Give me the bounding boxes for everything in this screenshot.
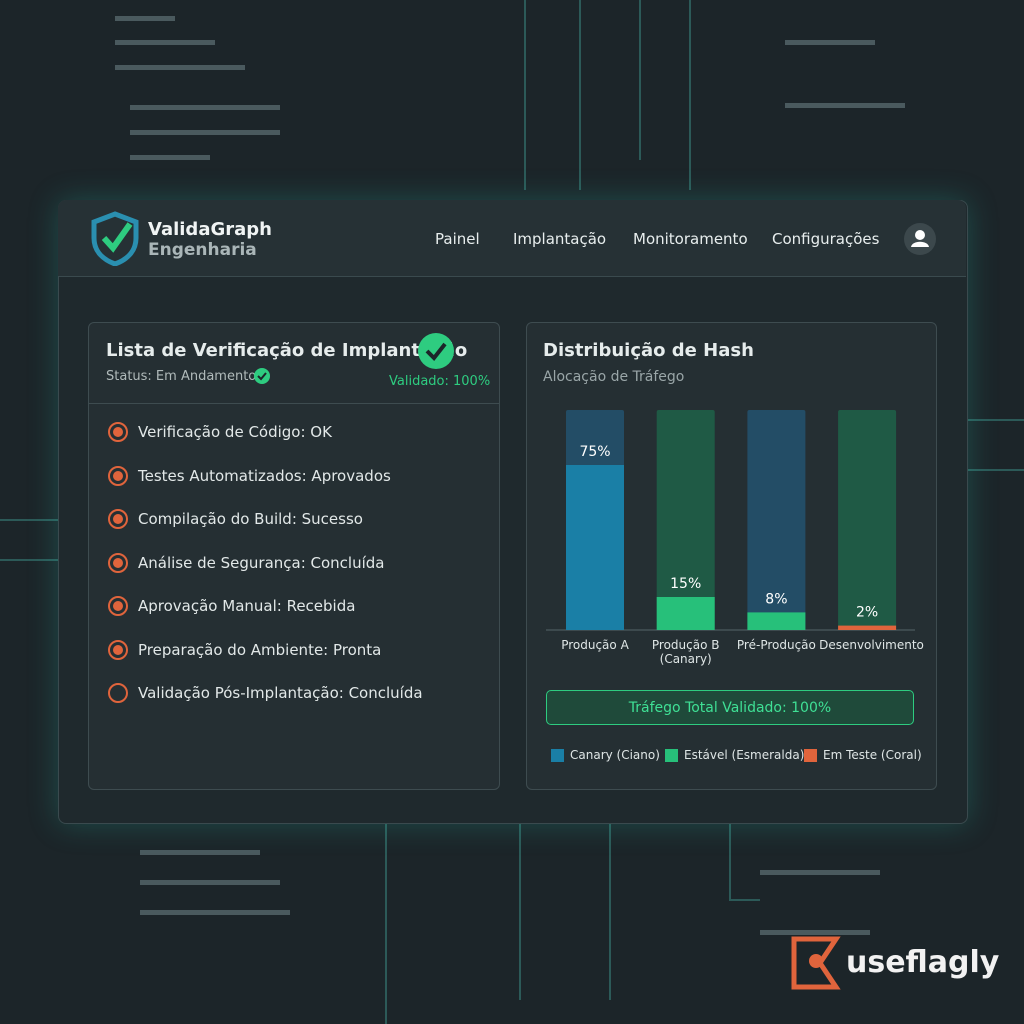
validated-check bbox=[418, 333, 454, 369]
check-dot bbox=[108, 465, 128, 486]
chart-subtitle: Alocação de Tráfego bbox=[543, 369, 685, 385]
check-item: Preparação do Ambiente: Pronta bbox=[138, 640, 382, 659]
legend-swatch bbox=[551, 748, 564, 762]
check-item: Testes Automatizados: Aprovados bbox=[138, 466, 391, 485]
check-dot bbox=[108, 596, 128, 616]
brand: ValidaGraph bbox=[148, 219, 272, 240]
watermark: useflagly bbox=[846, 945, 1000, 980]
legend-label: Canary (Ciano) bbox=[570, 748, 660, 762]
validated-label: Validado: 100% bbox=[389, 374, 491, 389]
watermark-logo bbox=[791, 936, 841, 990]
logo-icon bbox=[91, 211, 139, 266]
nav-link[interactable]: Painel bbox=[435, 230, 480, 248]
checklist-card bbox=[88, 322, 500, 790]
check-item: Análise de Segurança: Concluída bbox=[138, 553, 385, 572]
legend-label: Estável (Esmeralda) bbox=[684, 748, 805, 762]
nav-link[interactable]: Monitoramento bbox=[633, 230, 748, 248]
bar-track bbox=[838, 410, 897, 630]
value-label: 2% bbox=[856, 605, 878, 621]
bar bbox=[747, 612, 806, 630]
chart-title: Distribuição de Hash bbox=[543, 340, 754, 361]
x-tick-label: Produção A bbox=[561, 638, 629, 652]
subbrand: Engenharia bbox=[148, 240, 257, 260]
check-dot bbox=[108, 422, 128, 442]
checklist-title: Lista de Verificação de Implantação bbox=[106, 340, 468, 361]
value-label: 75% bbox=[579, 444, 610, 460]
legend-item: Canary (Ciano) bbox=[551, 748, 660, 762]
legend-swatch bbox=[804, 748, 817, 762]
x-tick-label: Pré-Produção bbox=[736, 638, 816, 652]
check-dot bbox=[108, 683, 128, 703]
nav-link[interactable]: Implantação bbox=[513, 230, 607, 248]
total-banner: Tráfego Total Validado: 100% bbox=[546, 690, 914, 725]
user-avatar[interactable] bbox=[904, 223, 936, 255]
x-tick-label: Produção B (Canary) bbox=[651, 638, 720, 666]
check-dot bbox=[108, 509, 128, 529]
value-label: 8% bbox=[765, 591, 787, 607]
bar bbox=[656, 597, 715, 630]
status-check bbox=[254, 368, 270, 384]
check-dot bbox=[108, 639, 128, 660]
checklist-status: Status: Em Andamento bbox=[106, 369, 257, 384]
check-item: Aprovação Manual: Recebida bbox=[138, 597, 356, 615]
legend-swatch bbox=[665, 748, 678, 762]
bar-track bbox=[656, 410, 715, 630]
check-dot bbox=[108, 552, 128, 573]
check-item: Compilação do Build: Sucesso bbox=[138, 510, 363, 528]
header bbox=[58, 200, 966, 277]
bar-track bbox=[747, 410, 806, 630]
check-item: Validação Pós-Implantação: Concluída bbox=[138, 684, 423, 702]
nav-link[interactable]: Configurações bbox=[772, 230, 880, 248]
x-tick-label: Desenvolvimento bbox=[819, 638, 924, 652]
legend-item: Estável (Esmeralda) bbox=[665, 748, 804, 762]
bar bbox=[838, 625, 897, 630]
divider bbox=[89, 403, 499, 404]
legend-label: Em Teste (Coral) bbox=[823, 748, 922, 762]
value-label: 15% bbox=[670, 576, 701, 592]
bar-chart: 75% 15% 8% 2% bbox=[546, 410, 915, 631]
bar bbox=[566, 465, 624, 630]
legend-item: Em Teste (Coral) bbox=[804, 748, 922, 762]
check-item: Verificação de Código: OK bbox=[138, 423, 332, 441]
